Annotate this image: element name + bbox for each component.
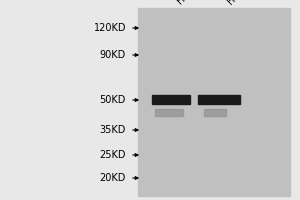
Text: HepG2: HepG2 xyxy=(175,0,206,6)
Bar xyxy=(152,95,190,104)
Text: 120KD: 120KD xyxy=(94,23,126,33)
Bar xyxy=(155,109,183,116)
Text: 50KD: 50KD xyxy=(100,95,126,105)
Text: 90KD: 90KD xyxy=(100,50,126,60)
Text: 25KD: 25KD xyxy=(100,150,126,160)
Bar xyxy=(198,95,240,104)
Text: 20KD: 20KD xyxy=(100,173,126,183)
Bar xyxy=(204,109,226,116)
Text: Heart: Heart xyxy=(225,0,251,6)
Bar xyxy=(138,8,290,196)
Text: 35KD: 35KD xyxy=(100,125,126,135)
